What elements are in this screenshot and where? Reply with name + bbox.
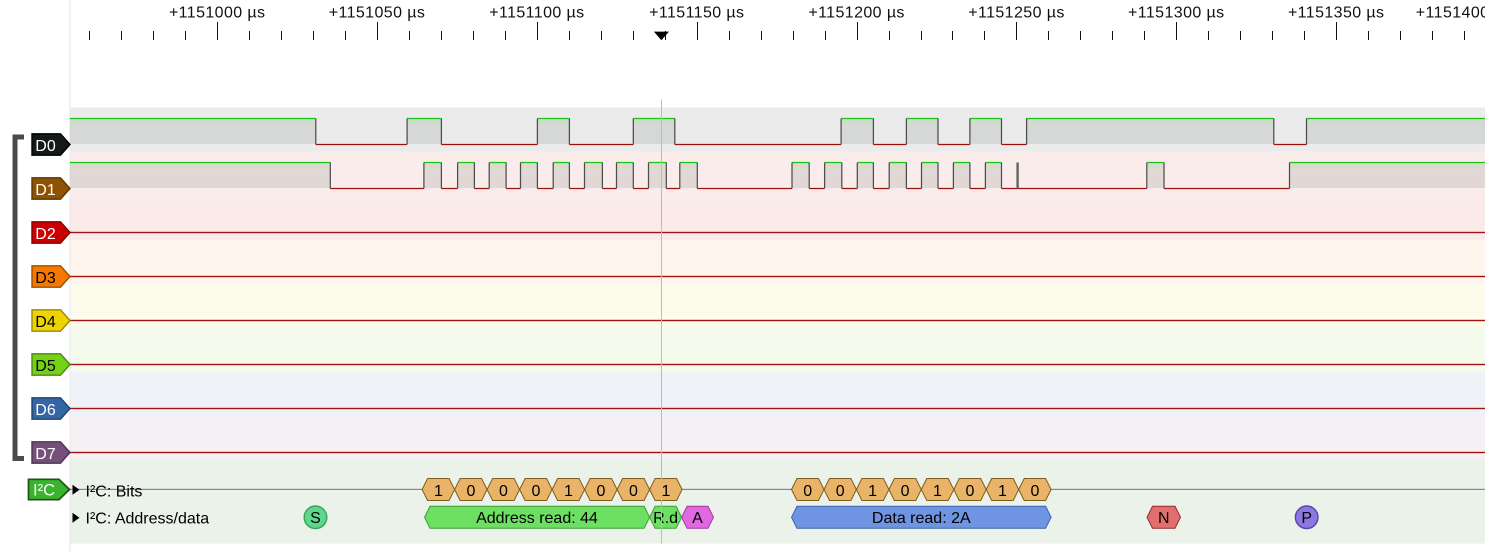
svg-text:0: 0 — [836, 483, 845, 500]
svg-text:+1151300 µs: +1151300 µs — [1128, 5, 1225, 22]
svg-text:0: 0 — [629, 483, 638, 500]
svg-text:D1: D1 — [35, 182, 56, 199]
svg-text:S: S — [310, 510, 321, 527]
svg-text:I²C: Address/data: I²C: Address/data — [86, 510, 210, 527]
svg-text:1: 1 — [434, 483, 443, 500]
svg-text:D0: D0 — [35, 138, 56, 155]
svg-text:P: P — [1301, 510, 1312, 527]
svg-text:+1151200 µs: +1151200 µs — [808, 5, 905, 22]
svg-text:+1151350 µs: +1151350 µs — [1288, 5, 1385, 22]
svg-text:+1151100 µs: +1151100 µs — [489, 5, 584, 22]
svg-text:+1151050 µs: +1151050 µs — [329, 5, 426, 22]
svg-text:D6: D6 — [35, 402, 56, 419]
svg-text:1: 1 — [998, 483, 1007, 500]
svg-text:I²C: Bits: I²C: Bits — [86, 484, 143, 501]
svg-text:N: N — [1158, 510, 1170, 527]
svg-text:A: A — [692, 510, 703, 527]
svg-text:0: 0 — [531, 483, 540, 500]
svg-text:1: 1 — [933, 483, 942, 500]
svg-text:0: 0 — [901, 483, 910, 500]
svg-text:D2: D2 — [35, 226, 56, 243]
svg-text:0: 0 — [803, 483, 812, 500]
svg-text:+1151000 µs: +1151000 µs — [169, 5, 266, 22]
svg-text:0: 0 — [466, 483, 475, 500]
svg-text:R.d: R.d — [653, 510, 678, 527]
svg-text:+1151250 µs: +1151250 µs — [968, 5, 1065, 22]
svg-text:D4: D4 — [35, 314, 56, 331]
svg-text:1: 1 — [661, 483, 670, 500]
svg-text:0: 0 — [1030, 483, 1039, 500]
svg-text:D5: D5 — [35, 358, 56, 375]
svg-text:D3: D3 — [35, 270, 56, 287]
svg-text:Address read: 44: Address read: 44 — [476, 510, 598, 527]
svg-text:Data read: 2A: Data read: 2A — [872, 510, 971, 527]
svg-text:+1151150 µs: +1151150 µs — [649, 5, 744, 22]
svg-text:D7: D7 — [35, 446, 56, 463]
svg-text:+1151400 µs: +1151400 µs — [1416, 5, 1485, 22]
svg-text:0: 0 — [499, 483, 508, 500]
svg-text:1: 1 — [868, 483, 877, 500]
svg-text:I²C: I²C — [33, 482, 55, 500]
svg-text:1: 1 — [564, 483, 573, 500]
svg-text:0: 0 — [596, 483, 605, 500]
svg-text:0: 0 — [966, 483, 975, 500]
